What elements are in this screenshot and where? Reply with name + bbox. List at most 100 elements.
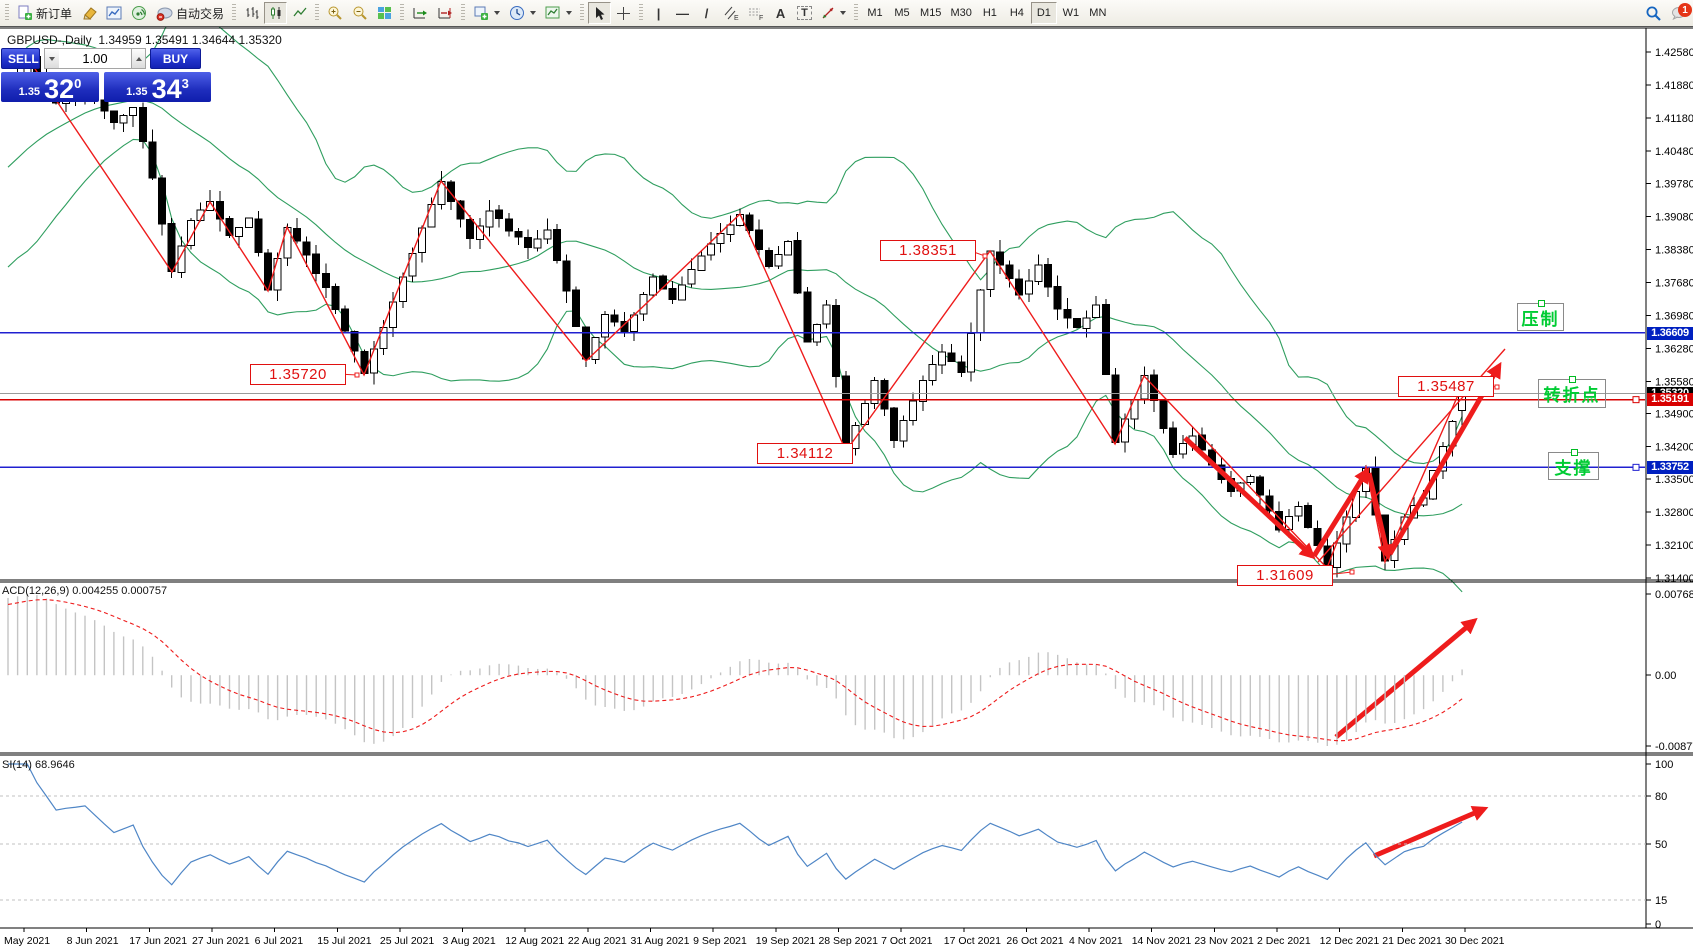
candle-body <box>398 276 407 302</box>
notifications-button[interactable]: 1 <box>1667 2 1692 24</box>
templates-dropdown-button[interactable] <box>541 2 576 24</box>
date-label: 19 Sep 2021 <box>756 935 816 947</box>
candle-body <box>678 284 687 301</box>
crosshair-icon <box>617 6 631 20</box>
candle-body <box>1101 303 1110 376</box>
text-label-glyph: T <box>797 6 812 20</box>
price-callout-label[interactable]: 1.38351 <box>880 240 976 261</box>
candle-body <box>822 304 831 325</box>
sell-button[interactable]: SELL <box>1 48 40 69</box>
timeframe-m15-button[interactable]: M15 <box>916 2 945 24</box>
chart-shift-button[interactable] <box>433 2 457 24</box>
line-chart-type-button[interactable] <box>288 2 311 24</box>
date-label: 4 Nov 2021 <box>1069 935 1123 947</box>
candle-body <box>466 218 475 239</box>
date-label: 17 Jun 2021 <box>129 935 187 947</box>
price-tick-label: 1.36280 <box>1655 343 1693 355</box>
tile-windows-button[interactable] <box>373 2 396 24</box>
price-callout-label[interactable]: 1.35720 <box>250 364 346 385</box>
annotation-text-label[interactable]: 转折点 <box>1538 376 1606 408</box>
auto-scroll-button[interactable] <box>408 2 432 24</box>
periods-dropdown-button[interactable] <box>505 2 540 24</box>
equidistant-channel-tool-button[interactable]: E <box>719 2 743 24</box>
chevron-down-icon <box>840 11 847 15</box>
timeframe-d1-button[interactable]: D1 <box>1030 2 1057 24</box>
chevron-down-icon <box>530 11 537 15</box>
annotation-text-label[interactable]: 压制 <box>1517 300 1564 331</box>
fibonacci-tool-button[interactable]: F <box>744 2 768 24</box>
eraser-tool-button[interactable] <box>77 2 101 24</box>
timeframe-h1-button[interactable]: H1 <box>977 2 1003 24</box>
zoom-in-button[interactable] <box>323 2 347 24</box>
candlestick-chart-icon <box>270 7 281 19</box>
timeframe-m30-button[interactable]: M30 <box>946 2 975 24</box>
timeframe-m1-button[interactable]: M1 <box>862 2 888 24</box>
signals-button[interactable] <box>127 2 151 24</box>
crosshair-tool-button[interactable] <box>612 2 635 24</box>
new-chart-dropdown-button[interactable] <box>469 2 504 24</box>
candle-body <box>687 268 696 285</box>
cursor-tool-button[interactable] <box>588 2 612 24</box>
callout-anchor <box>354 372 360 378</box>
new-order-label: 新订单 <box>36 6 73 21</box>
candle-body <box>1063 309 1072 319</box>
sell-price-figure: 1.35 <box>18 86 41 98</box>
macd-indicator-label: ACD(12,26,9) 0.004255 0.000757 <box>2 585 168 597</box>
chart-shift-icon <box>438 8 453 19</box>
templates-icon <box>545 6 560 19</box>
date-label: 17 Oct 2021 <box>944 935 1001 947</box>
annotation-text-label[interactable]: 支撑 <box>1548 449 1599 480</box>
date-label: 7 Oct 2021 <box>881 935 933 947</box>
candle-body <box>581 326 590 360</box>
timeframe-w1-button[interactable]: W1 <box>1058 2 1084 24</box>
volume-input[interactable] <box>59 48 131 69</box>
trendline-tool-button[interactable]: / <box>695 2 718 24</box>
macd-tick-label: 0.00 <box>1655 670 1676 682</box>
arrows-tool-dropdown-button[interactable] <box>817 2 850 24</box>
candle-body <box>119 114 128 124</box>
candle-body <box>177 245 186 274</box>
candle-body <box>1111 374 1120 444</box>
sell-price-pips: 32 <box>44 74 75 104</box>
volume-increase-button[interactable] <box>131 48 146 69</box>
auto-scroll-icon <box>413 8 428 19</box>
vertical-line-tool-button[interactable]: | <box>647 2 670 24</box>
text-label-tool-button[interactable]: T <box>793 2 816 24</box>
search-button[interactable] <box>1641 2 1666 24</box>
zoom-out-button[interactable] <box>348 2 372 24</box>
candle-body <box>1121 418 1130 443</box>
date-label: 31 Aug 2021 <box>631 935 690 947</box>
bollinger-band-line <box>7 99 1463 517</box>
buy-price-display[interactable]: 1.35 34 3 <box>104 72 211 103</box>
text-tool-button[interactable]: A <box>769 2 792 24</box>
timeframe-m5-button[interactable]: M5 <box>889 2 915 24</box>
candle-body <box>976 289 985 334</box>
price-callout-label[interactable]: 1.34112 <box>757 443 853 464</box>
price-tick-label: 1.31400 <box>1655 573 1693 585</box>
market-watch-button[interactable] <box>102 2 126 24</box>
sell-price-point: 0 <box>74 76 82 91</box>
new-order-button[interactable]: 新订单 <box>13 2 76 24</box>
callout-anchor <box>982 253 988 259</box>
date-label: 8 Jun 2021 <box>67 935 119 947</box>
bar-chart-type-button[interactable] <box>240 2 263 24</box>
rsi-tick-label: 100 <box>1655 759 1673 771</box>
eraser-icon <box>83 7 97 20</box>
date-label: 26 Oct 2021 <box>1006 935 1063 947</box>
candle-body <box>938 351 947 366</box>
auto-trading-button[interactable]: 自动交易 <box>152 2 228 24</box>
buy-button[interactable]: BUY <box>150 48 201 69</box>
timeframe-mn-button[interactable]: MN <box>1085 2 1111 24</box>
sell-price-display[interactable]: 1.35 32 0 <box>1 72 99 104</box>
candle-body <box>109 110 118 124</box>
fibonacci-icon: F <box>749 8 763 21</box>
rsi-indicator-label: SI(14) 68.9646 <box>2 759 75 771</box>
date-label: 12 Dec 2021 <box>1320 935 1380 947</box>
candlestick-chart-type-button[interactable] <box>264 2 288 24</box>
horizontal-line-tool-button[interactable]: — <box>671 2 694 24</box>
price-callout-label[interactable]: 1.35487 <box>1398 376 1494 397</box>
price-callout-label[interactable]: 1.31609 <box>1237 565 1333 586</box>
volume-decrease-button[interactable] <box>44 48 59 69</box>
timeframe-h4-button[interactable]: H4 <box>1004 2 1030 24</box>
